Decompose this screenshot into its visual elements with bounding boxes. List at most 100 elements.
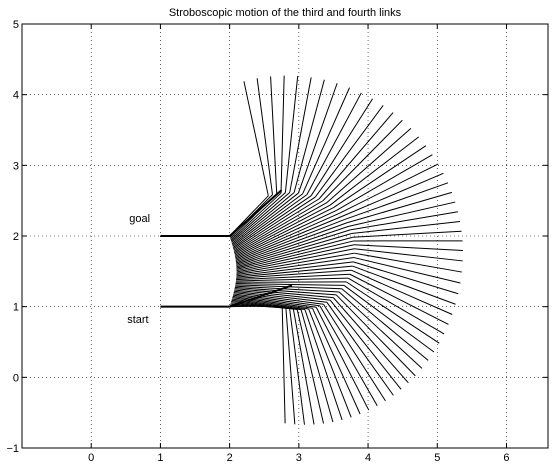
link3-frame: [236, 236, 353, 269]
link4-frame: [289, 77, 312, 193]
annotation-start: start: [127, 314, 148, 326]
link4-frame: [310, 98, 373, 197]
link3-frame: [234, 286, 337, 296]
link4-frame: [354, 248, 463, 262]
link4-frame: [348, 201, 456, 227]
link3-frame: [235, 212, 340, 260]
link4-frame: [306, 92, 362, 195]
x-tick-label: 0: [88, 452, 94, 464]
link3-frame: [235, 222, 347, 264]
link4-frame: [315, 306, 370, 411]
link4-frame: [243, 81, 269, 196]
link4-frame: [354, 252, 462, 273]
link3-frame: [233, 196, 316, 251]
link3-frame: [232, 295, 313, 309]
link4-frame: [346, 281, 440, 344]
link4-frame: [351, 220, 461, 235]
x-tick-label: 5: [434, 452, 440, 464]
link4-frame: [296, 309, 325, 424]
link4-frame: [323, 303, 386, 402]
link3-frame: [235, 277, 349, 282]
link3-frame: [236, 265, 353, 278]
strobe-motion: [160, 75, 463, 425]
link4-frame: [335, 294, 416, 377]
link3-frame: [236, 273, 350, 281]
link4-frame: [352, 230, 462, 238]
link4-frame: [354, 244, 463, 252]
link4-frame: [289, 308, 305, 425]
link4-frame: [336, 154, 433, 211]
link3-frame: [235, 215, 343, 261]
link4-frame: [318, 112, 394, 200]
link4-frame: [344, 182, 449, 221]
link3-frame: [233, 195, 312, 250]
link4-frame: [308, 308, 352, 418]
x-tick-label: 3: [296, 452, 302, 464]
link4-frame: [329, 299, 402, 390]
link3-frame: [234, 202, 327, 255]
link3-frame: [230, 192, 286, 242]
link4-frame: [304, 309, 343, 421]
link4-frame: [343, 285, 435, 353]
link3-frame: [231, 192, 291, 243]
link3-frame: [232, 297, 309, 310]
link3-frame: [232, 192, 299, 246]
link4-frame: [341, 172, 444, 217]
link4-frame: [293, 79, 325, 193]
link3-frame: [234, 200, 324, 254]
link4-frame: [270, 76, 278, 194]
y-tick-label: −1: [6, 443, 19, 455]
link4-frame: [353, 261, 459, 295]
link3-frame: [234, 207, 334, 258]
link3-frame: [236, 269, 352, 279]
link3-frame: [236, 257, 355, 276]
link4-frame: [256, 78, 273, 195]
link3-frame: [231, 192, 295, 245]
link4-frame: [297, 83, 338, 194]
link3-frame: [236, 240, 354, 270]
link4-frame: [302, 87, 350, 194]
x-tick-label: 6: [503, 452, 509, 464]
link3-frame: [235, 285, 340, 293]
link3-frame: [236, 225, 349, 265]
link3-frame: [236, 252, 355, 274]
link4-frame: [333, 145, 427, 209]
link3-frame: [233, 198, 320, 252]
y-tick-label: 1: [13, 302, 19, 314]
x-tick-label: 4: [365, 452, 371, 464]
link4-frame: [351, 269, 453, 315]
goal-link-2: [228, 189, 283, 237]
link4-frame: [319, 305, 378, 407]
link3-frame: [236, 229, 351, 267]
link3-frame: [235, 283, 345, 286]
y-tick-label: 0: [13, 372, 19, 384]
link3-frame: [236, 244, 355, 272]
link4-frame: [353, 257, 461, 284]
link4-frame: [326, 301, 394, 396]
link3-frame: [236, 261, 354, 277]
link3-frame: [236, 233, 352, 268]
link3-frame: [235, 209, 337, 259]
link3-frame: [232, 193, 304, 247]
link4-frame: [312, 308, 361, 415]
link3-frame: [232, 294, 317, 308]
link4-frame: [300, 309, 334, 423]
annotation-goal: goal: [129, 213, 150, 225]
link4-frame: [341, 288, 429, 361]
link3-frame: [236, 248, 355, 273]
x-tick-label: 1: [157, 452, 163, 464]
link4-frame: [326, 128, 412, 204]
link3-frame: [233, 290, 327, 303]
link4-frame: [350, 211, 458, 231]
axis-ticks: 0 1 2 3 4 5 6 −1 0 1 2 3 4 5: [6, 19, 548, 464]
link3-frame: [233, 292, 324, 305]
chart-title: Stroboscopic motion of the third and fou…: [169, 7, 402, 19]
link4-frame: [284, 75, 299, 193]
link4-frame: [346, 191, 453, 224]
link3-frame: [233, 293, 320, 307]
link4-frame: [281, 305, 286, 424]
link4-frame: [352, 265, 456, 305]
link4-frame: [338, 291, 423, 369]
link4-frame: [347, 277, 445, 335]
